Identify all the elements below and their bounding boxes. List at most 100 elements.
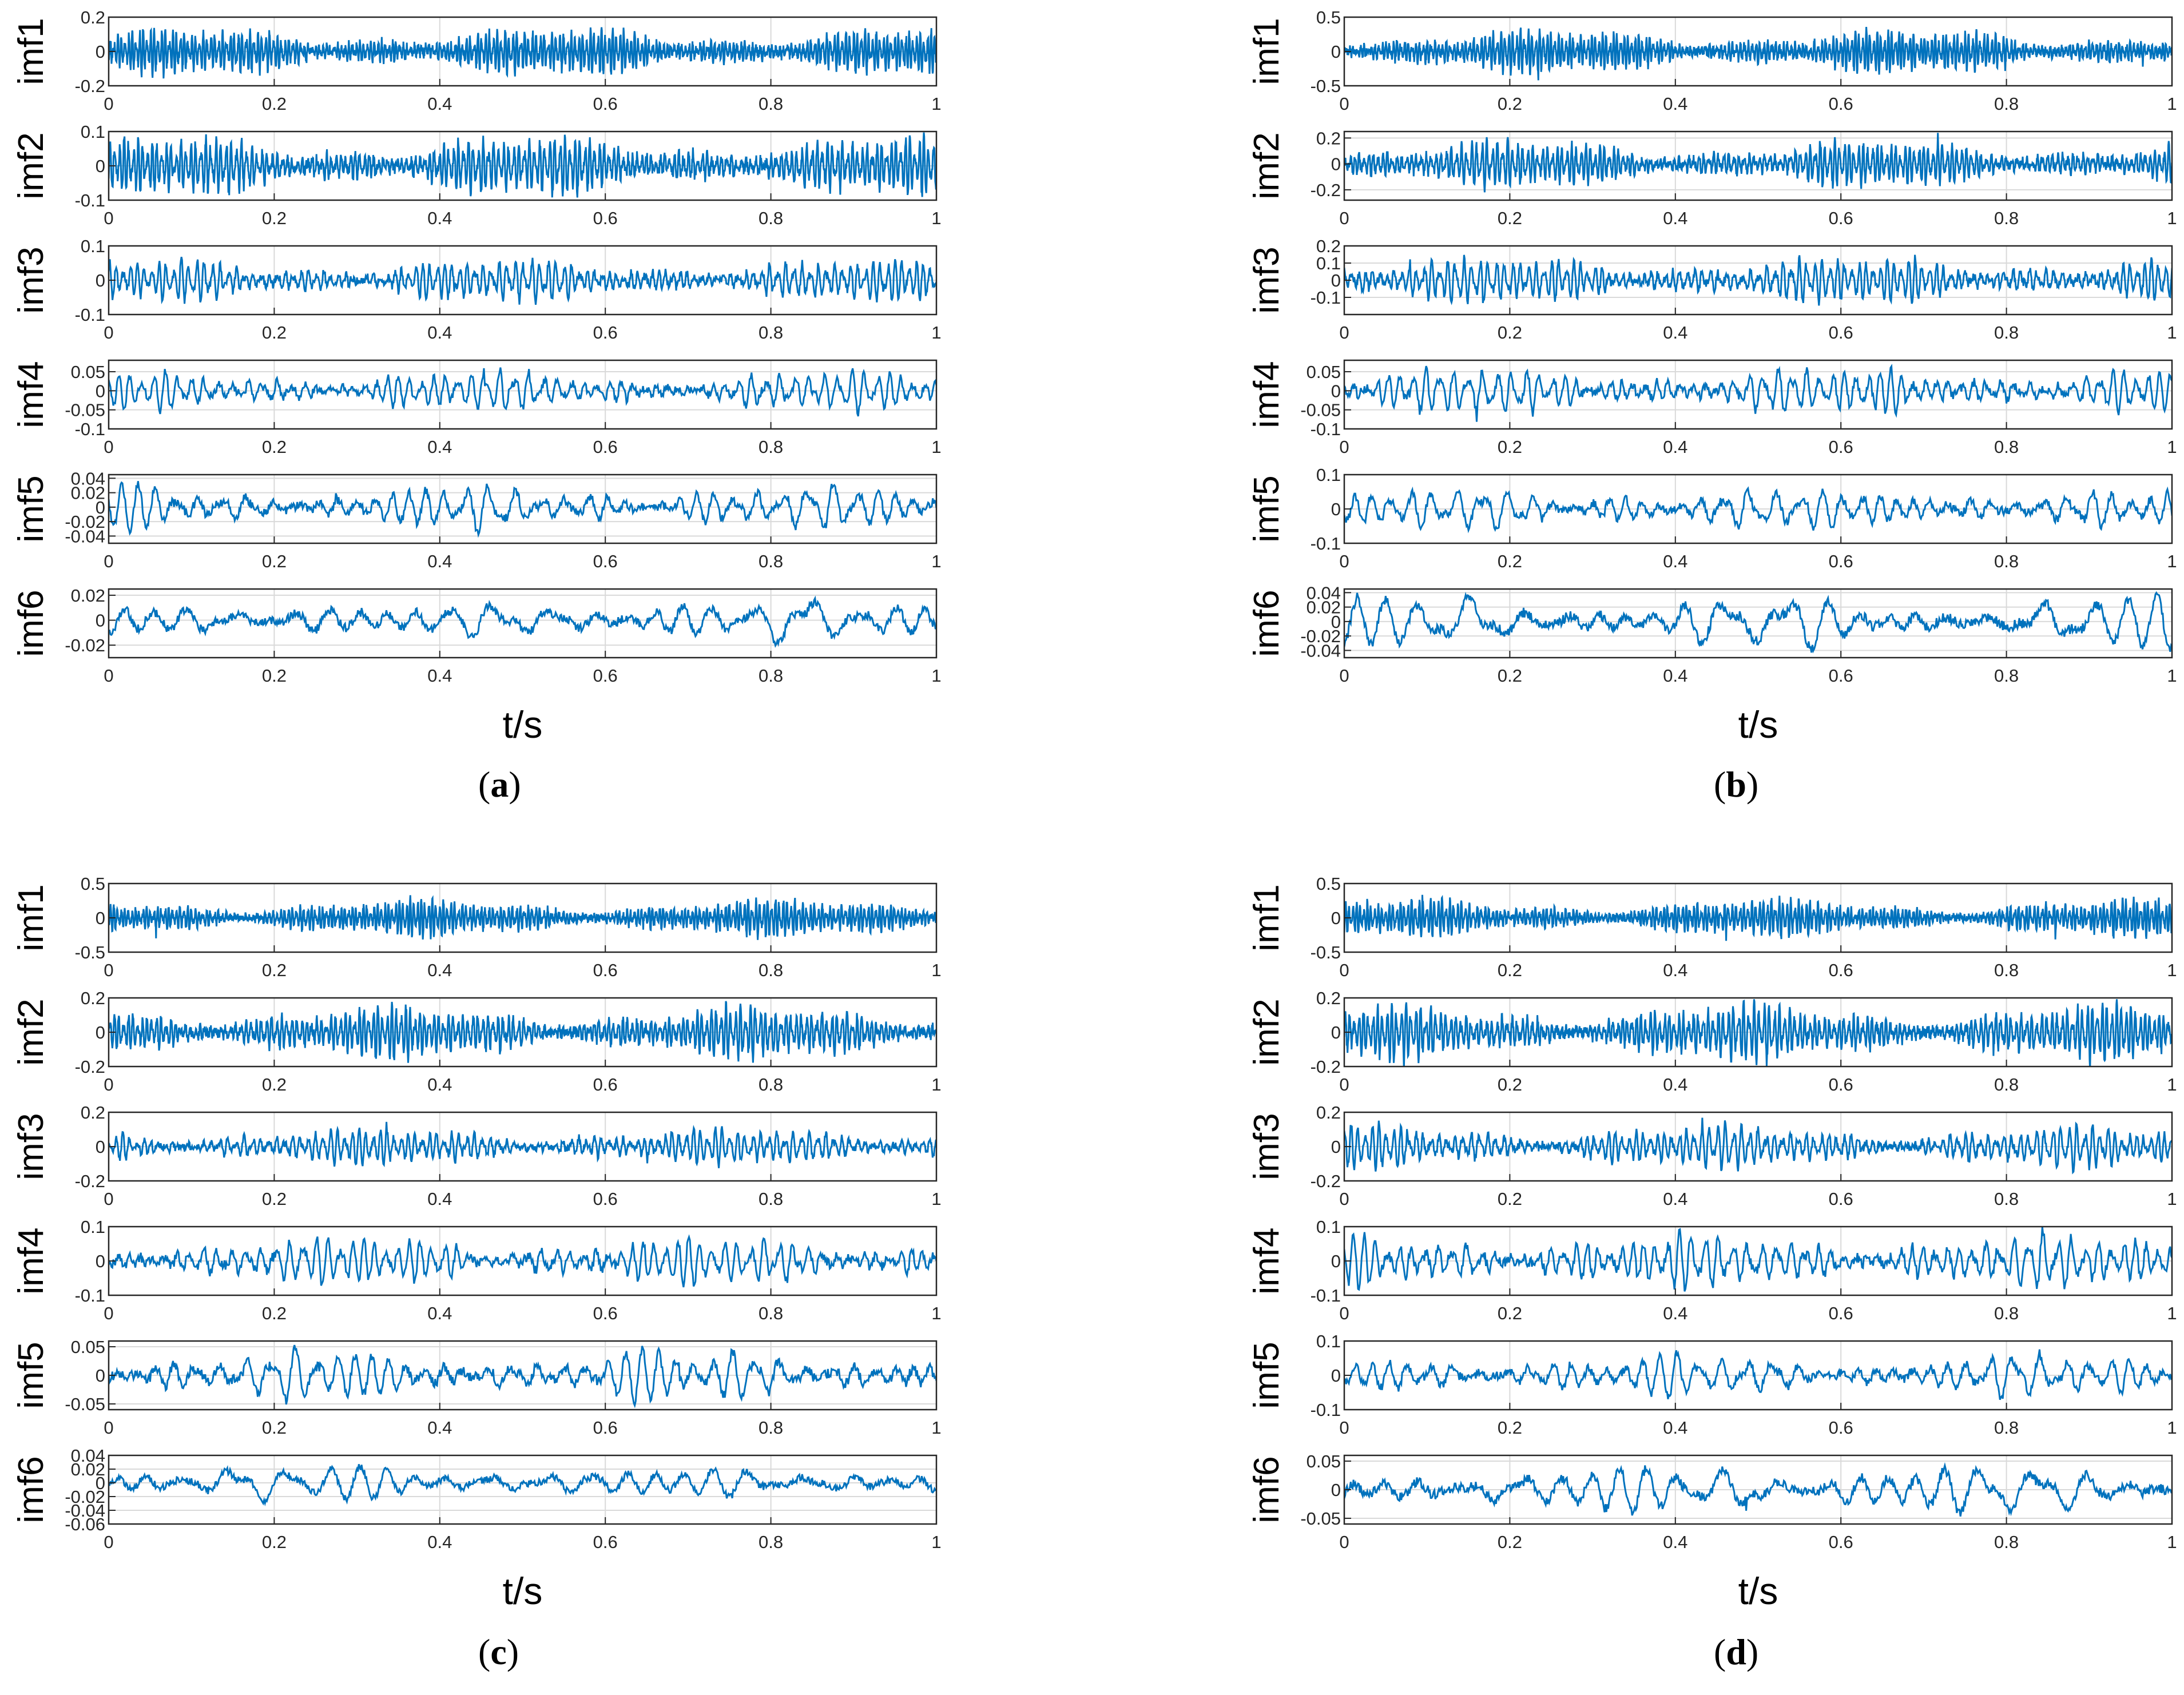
axes-frame — [108, 359, 938, 430]
series-line-imf4 — [109, 367, 936, 417]
x-tick-label: 1 — [931, 1303, 941, 1323]
series-label-imf2: imf2 — [1247, 132, 1286, 199]
x-tick-label: 0.6 — [593, 551, 618, 571]
x-tick-label: 0.2 — [1498, 960, 1522, 980]
x-tick-label: 0.6 — [1829, 437, 1853, 457]
series-line-imf4 — [109, 1234, 936, 1288]
series-label-imf3: imf3 — [1247, 1113, 1286, 1180]
y-tick-label: 0 — [1331, 1251, 1341, 1271]
caption-d-letter: d — [1726, 1632, 1746, 1672]
x-tick-label: 0.4 — [427, 1189, 452, 1209]
x-tick-label: 0.8 — [759, 1075, 783, 1095]
x-tick-label: 0.4 — [1663, 1418, 1687, 1438]
x-tick-label: 0.8 — [759, 666, 783, 686]
x-tick-label: 1 — [931, 1532, 941, 1552]
y-tick-label: -0.06 — [65, 1514, 105, 1534]
caption-c-letter: c — [490, 1632, 507, 1672]
y-tick-label: -0.05 — [65, 400, 105, 420]
y-tick-label: 0 — [1331, 154, 1341, 174]
x-tick-label: 0.6 — [1829, 323, 1853, 343]
y-tick-label: -0.02 — [65, 635, 105, 655]
y-tick-label: -0.5 — [1311, 76, 1341, 96]
x-tick-label: 0.8 — [759, 551, 783, 571]
y-tick-label: 0.02 — [71, 1459, 105, 1479]
x-tick-label: 0.2 — [262, 551, 287, 571]
x-tick-label: 0.8 — [1994, 323, 2019, 343]
y-tick-label: 0.1 — [1316, 465, 1341, 485]
series-label-imf3: imf3 — [11, 1113, 51, 1180]
y-tick-label: -0.1 — [1311, 534, 1341, 554]
x-tick-label: 0.2 — [262, 208, 287, 228]
x-tick-label: 0 — [1339, 94, 1349, 114]
series-label-imf2: imf2 — [11, 132, 51, 199]
y-tick-label: 0.1 — [81, 236, 105, 256]
x-tick-label: 0 — [1339, 666, 1349, 686]
y-tick-label: 0.1 — [81, 122, 105, 142]
y-tick-label: 0.1 — [81, 1217, 105, 1237]
series-line-imf3 — [109, 1121, 936, 1168]
series-label-imf4: imf4 — [11, 361, 51, 428]
x-tick-label: 0.6 — [593, 1075, 618, 1095]
x-tick-label: 1 — [931, 1075, 941, 1095]
caption-a-letter: a — [490, 764, 509, 805]
y-tick-label: 0 — [96, 1366, 105, 1386]
y-tick-label: 0.2 — [1316, 128, 1341, 148]
caption-b: (b) — [1714, 763, 1758, 806]
x-tick-label: 0.8 — [759, 1532, 783, 1552]
x-tick-label: 0 — [104, 1532, 113, 1552]
x-tick-label: 0.8 — [1994, 1418, 2019, 1438]
x-tick-label: 0.4 — [1663, 1189, 1687, 1209]
x-tick-label: 0 — [1339, 323, 1349, 343]
x-tick-label: 1 — [2167, 1303, 2177, 1323]
x-tick-label: 0 — [104, 1075, 113, 1095]
caption-a-open: ( — [478, 764, 491, 805]
x-tick-label: 0.4 — [1663, 437, 1687, 457]
x-tick-label: 0.6 — [593, 666, 618, 686]
series-label-imf5: imf5 — [11, 475, 51, 542]
series-label-imf6: imf6 — [11, 590, 51, 656]
x-tick-label: 0.4 — [1663, 1303, 1687, 1323]
x-tick-label: 0.8 — [1994, 1303, 2019, 1323]
caption-c: (c) — [478, 1631, 519, 1673]
x-tick-label: 0.2 — [1498, 1303, 1522, 1323]
y-tick-label: -0.1 — [75, 1286, 105, 1306]
y-tick-label: 0 — [1331, 1022, 1341, 1043]
x-tick-label: 1 — [2167, 1418, 2177, 1438]
x-tick-label: 0.4 — [427, 1075, 452, 1095]
x-tick-label: 0.8 — [1994, 960, 2019, 980]
series-line-imf2 — [109, 132, 936, 198]
series-label-imf1: imf1 — [1247, 18, 1286, 85]
series-line-imf2 — [109, 1001, 936, 1063]
x-tick-label: 1 — [931, 437, 941, 457]
caption-a-close: ) — [509, 764, 521, 805]
y-tick-label: -0.05 — [1300, 400, 1341, 420]
x-tick-label: 0.8 — [1994, 551, 2019, 571]
y-tick-label: -0.1 — [75, 305, 105, 325]
y-tick-label: 0.04 — [71, 1446, 105, 1466]
x-tick-label: 0 — [104, 323, 113, 343]
x-tick-label: 0.6 — [593, 94, 618, 114]
x-tick-label: 0 — [104, 208, 113, 228]
y-tick-label: -0.1 — [1311, 419, 1341, 439]
x-tick-label: 0.8 — [759, 1189, 783, 1209]
y-tick-label: 0.2 — [1316, 988, 1341, 1008]
series-label-imf6: imf6 — [1247, 590, 1286, 656]
x-tick-label: 0.2 — [1498, 208, 1522, 228]
axes-frame — [108, 1454, 938, 1525]
x-tick-label: 0.6 — [1829, 666, 1853, 686]
x-tick-label: 0.8 — [1994, 208, 2019, 228]
x-tick-label: 0.8 — [1994, 437, 2019, 457]
x-tick-label: 0.2 — [262, 1303, 287, 1323]
series-line-imf4 — [1344, 1227, 2172, 1292]
x-tick-label: 0.6 — [1829, 94, 1853, 114]
